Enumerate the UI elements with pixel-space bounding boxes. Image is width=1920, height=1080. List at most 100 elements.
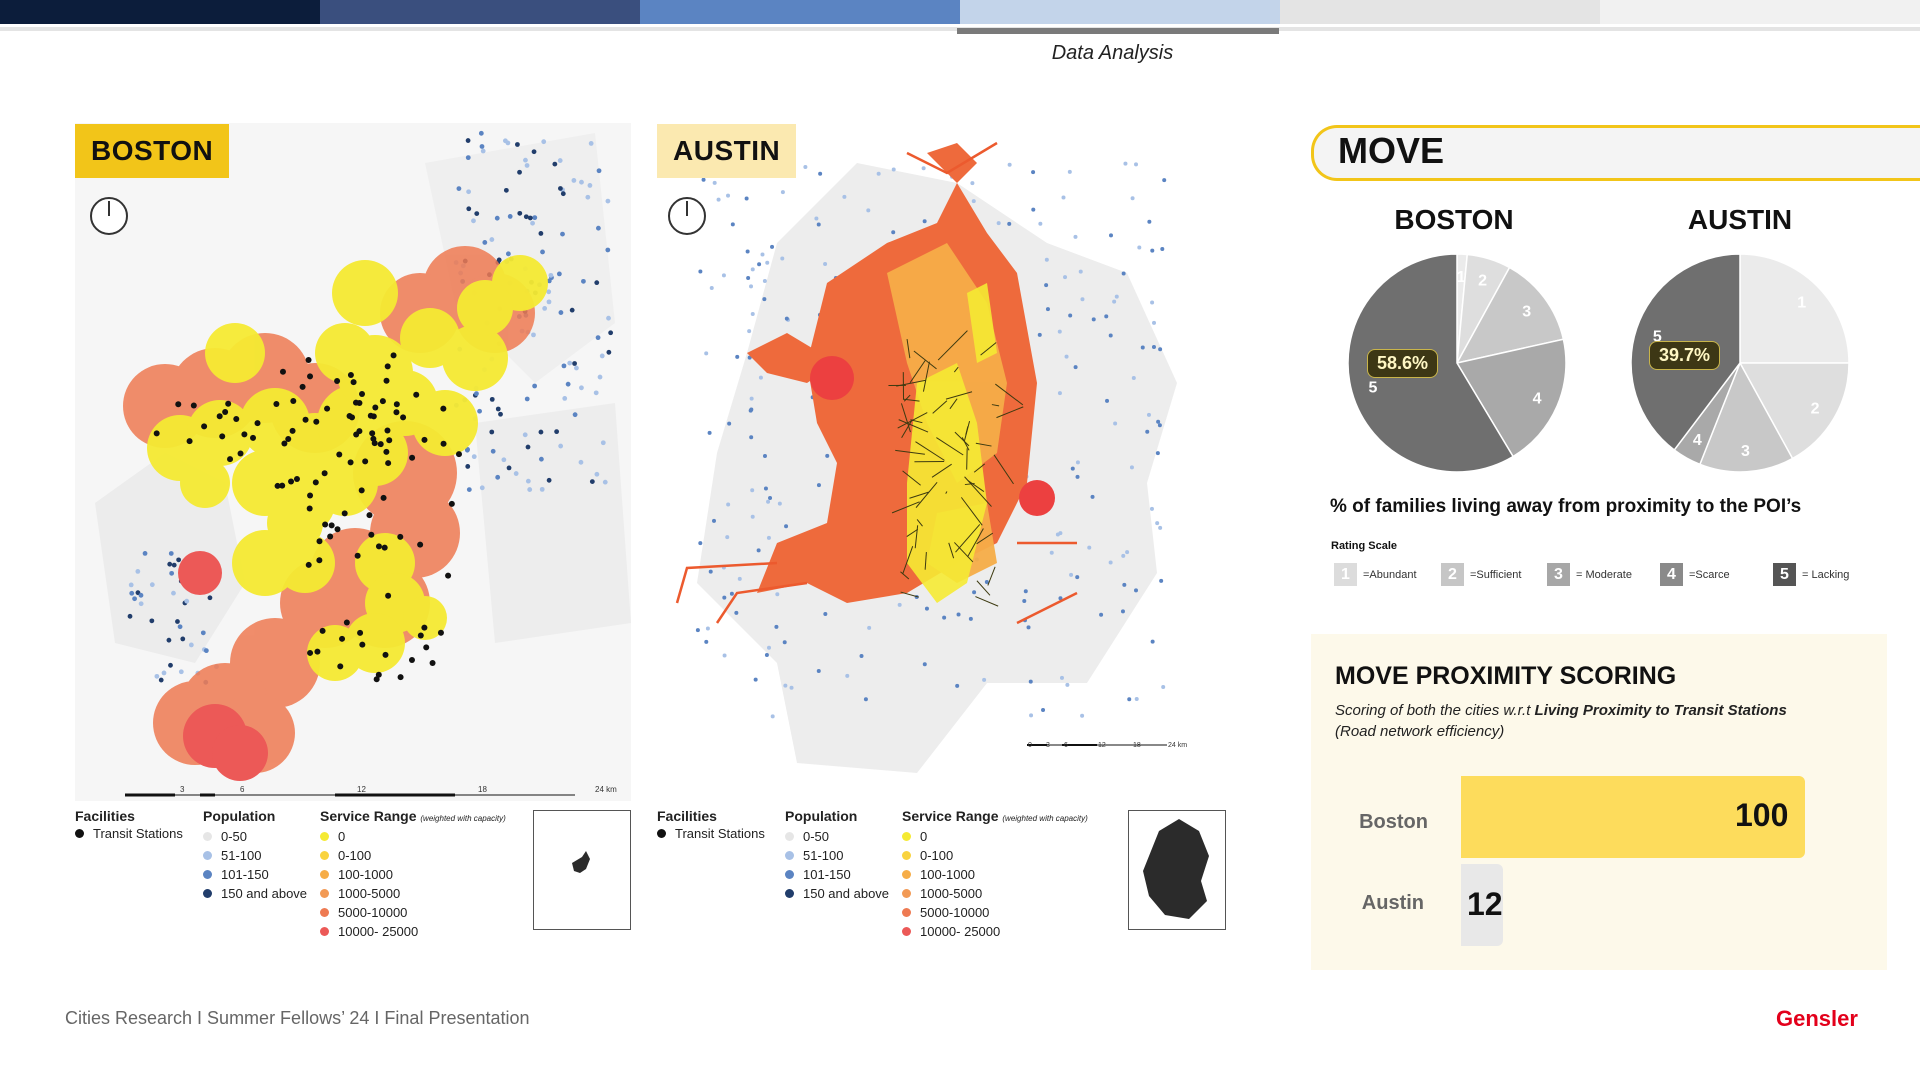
progress-active-marker [957, 28, 1279, 34]
boston-percentage-badge: 58.6% [1367, 349, 1439, 378]
pie-slice-label: 3 [1522, 304, 1531, 321]
rating-scale-item: 1 =Abundant [1334, 563, 1417, 586]
boston-locator-inset [533, 810, 631, 930]
bar-value-austin: 12 [1467, 886, 1503, 922]
legend-item: 1000-5000 [338, 886, 401, 901]
bar-austin [1461, 864, 1503, 946]
rating-label: =Abundant [1363, 568, 1417, 581]
austin-map-graphic [657, 123, 1213, 801]
boston-tag-label: BOSTON [91, 135, 214, 166]
pie-slice-label: 4 [1693, 432, 1702, 449]
scoring-title: MOVE PROXIMITY SCORING [1335, 662, 1677, 690]
subtitle-text: (Road network efficiency) [1335, 723, 1505, 740]
rating-label: = Moderate [1576, 568, 1632, 581]
austin-legend-facilities: Facilities Transit Stations [657, 808, 765, 843]
legend-item: 0 [920, 829, 928, 844]
progress-segment [0, 0, 320, 24]
rating-scale-item: 5 = Lacking [1773, 563, 1849, 586]
legend-item: 101-150 [803, 867, 851, 882]
legend-item: 150 and above [221, 886, 308, 901]
subtitle-text: Scoring of both the cities w.r.t [1335, 702, 1535, 719]
pie-slice-label: 1 [1457, 269, 1466, 286]
boston-pie-title: BOSTON [1394, 204, 1514, 235]
pie-caption: % of families living away from proximity… [1330, 496, 1802, 517]
pie-slice-3 [1698, 361, 1794, 473]
bar-value-boston: 100 [1735, 797, 1789, 833]
legend-note: (weighted with capacity) [420, 814, 506, 823]
legend-item: 0-50 [803, 829, 830, 844]
austin-percentage-badge: 39.7% [1649, 341, 1721, 370]
rating-badge: 4 [1660, 563, 1683, 586]
scale-tick: 18 [1133, 742, 1141, 749]
pie-slice-label: 5 [1369, 379, 1378, 396]
austin-pie-title: AUSTIN [1687, 204, 1793, 235]
rating-badge: 5 [1773, 563, 1796, 586]
boston-scale-bar: 3 6 12 18 24 km [75, 785, 631, 797]
rating-badge: 3 [1547, 563, 1570, 586]
progress-bar [0, 0, 1920, 24]
rating-badge: 2 [1441, 563, 1464, 586]
legend-item: 10000- 25000 [920, 924, 1001, 939]
scale-tick: 12 [1098, 742, 1106, 749]
progress-segment [1280, 0, 1600, 24]
rating-label: = Lacking [1802, 568, 1850, 581]
scale-tick: 12 [357, 785, 366, 794]
legend-item: Transit Stations [93, 826, 183, 841]
progress-segment [1600, 0, 1920, 24]
legend-item: 10000- 25000 [338, 924, 419, 939]
legend-item: 0-100 [338, 848, 372, 863]
pie-slice-label: 1 [1797, 294, 1806, 311]
legend-title: Population [785, 808, 858, 824]
legend-item: 0-100 [920, 848, 954, 863]
legend-item: 0 [338, 829, 346, 844]
pie-slice-3 [1455, 266, 1565, 365]
legend-item: 5000-10000 [920, 905, 990, 920]
boston-legend-population: Population 0-50 51-100 101-150 150 and a… [203, 808, 307, 903]
legend-item: 101-150 [221, 867, 269, 882]
scale-tick: 6 [240, 785, 245, 794]
north-arrow-icon [90, 197, 128, 235]
boston-legend-facilities: Facilities Transit Stations [75, 808, 183, 843]
legend-title: Service Range [320, 808, 417, 824]
rating-scale-item: 3 = Moderate [1547, 563, 1632, 586]
scale-tick: 3 [180, 785, 185, 794]
progress-segment [320, 0, 640, 24]
brand-logo: Gensler [1776, 1006, 1858, 1031]
austin-scale-bar: 0 3 6 12 18 24 km [1028, 742, 1208, 754]
pie-slice-label: 5 [1653, 328, 1662, 345]
move-title: MOVE [1338, 130, 1445, 171]
austin-locator-inset [1128, 810, 1226, 930]
scale-tick: 18 [478, 785, 487, 794]
bar-label-austin: Austin [1361, 892, 1424, 914]
progress-segment [640, 0, 960, 24]
legend-item: 5000-10000 [338, 905, 408, 920]
scoring-subtitle: Scoring of both the cities w.r.t Living … [1335, 700, 1815, 742]
scale-tick: 24 km [595, 785, 617, 794]
legend-item: 51-100 [803, 848, 844, 863]
rating-scale-item: 4 =Scarce [1660, 563, 1730, 586]
north-arrow-icon [668, 197, 706, 235]
move-header [1311, 125, 1920, 181]
legend-item: 100-1000 [920, 867, 975, 882]
legend-title: Service Range [902, 808, 999, 824]
boston-map-graphic [75, 123, 631, 801]
pie-slice-label: 4 [1533, 390, 1542, 407]
pie-slice-label: 3 [1741, 443, 1750, 460]
pie-slice-label: 2 [1811, 400, 1820, 417]
austin-tag: AUSTIN [657, 124, 797, 178]
boston-map[interactable] [75, 123, 631, 801]
rating-scale-item: 2 =Sufficient [1441, 563, 1521, 586]
legend-item: Transit Stations [675, 826, 765, 841]
austin-tag-label: AUSTIN [673, 135, 781, 166]
pie-slice-label: 2 [1478, 273, 1487, 290]
pie-slice-2 [1738, 362, 1850, 460]
pie-slice-1 [1739, 253, 1850, 364]
legend-item: 150 and above [803, 886, 890, 901]
legend-title: Facilities [657, 808, 717, 824]
subtitle-emphasis: Living Proximity to Transit Stations [1534, 702, 1787, 719]
legend-title: Population [203, 808, 276, 824]
austin-map[interactable] [657, 123, 1213, 801]
boston-legend-service: Service Range (weighted with capacity) 0… [320, 808, 506, 941]
rating-label: =Scarce [1689, 568, 1730, 581]
pie-slice-4 [1455, 338, 1567, 458]
